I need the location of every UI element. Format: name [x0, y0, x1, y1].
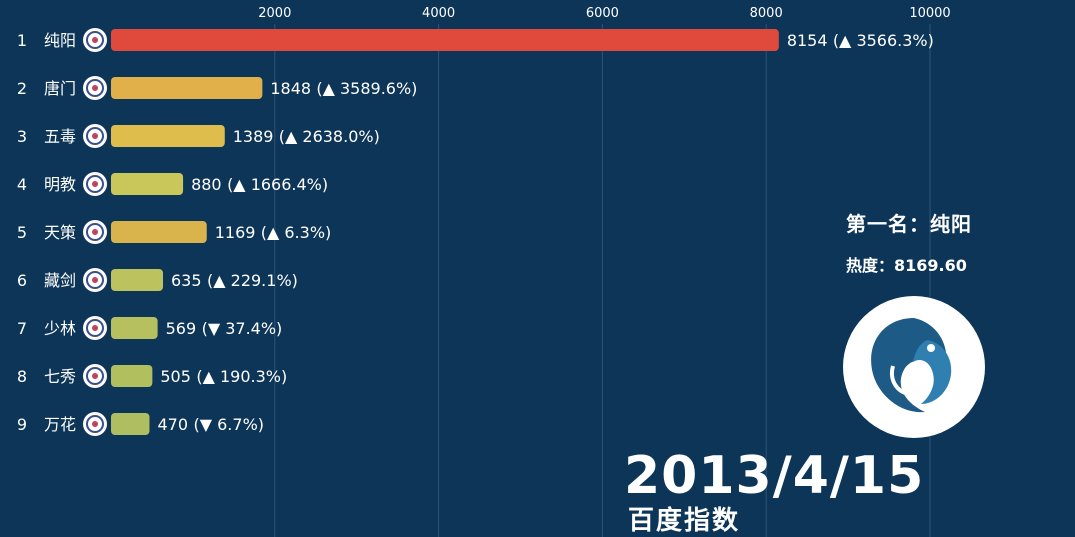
- value-label: 8154: [787, 31, 828, 50]
- bar: [111, 173, 184, 195]
- tiance-emblem-icon: [83, 220, 107, 244]
- bar: [111, 413, 150, 435]
- value-label: 635: [171, 271, 202, 290]
- grid-lines: [274, 24, 931, 537]
- wudu-emblem-icon: [83, 124, 107, 148]
- rank-label: 5: [17, 223, 27, 242]
- value-label: 470: [157, 415, 188, 434]
- change-label: (▲ 6.3%): [261, 223, 332, 242]
- change-label: (▲ 190.3%): [196, 367, 287, 386]
- date-label: 2013/4/15: [624, 446, 925, 506]
- value-label: 880: [191, 175, 222, 194]
- rank-label: 7: [17, 319, 27, 338]
- category-label: 万花: [44, 415, 76, 434]
- rank-label: 3: [17, 127, 27, 146]
- x-tick-label: 6000: [586, 6, 619, 21]
- category-label: 藏剑: [44, 271, 76, 290]
- bar: [111, 269, 164, 291]
- x-tick-label: 4000: [422, 6, 455, 21]
- rank-label: 2: [17, 79, 27, 98]
- change-label: (▼ 37.4%): [202, 319, 283, 338]
- leader-heat: 热度：8169.60: [846, 256, 967, 275]
- change-label: (▼ 6.7%): [193, 415, 264, 434]
- bar: [111, 77, 263, 99]
- bar: [111, 29, 779, 51]
- wanhua-emblem-icon: [83, 412, 107, 436]
- bar: [111, 317, 158, 339]
- bar: [111, 125, 225, 147]
- tangmen-emblem-icon: [83, 76, 107, 100]
- category-label: 五毒: [44, 127, 76, 146]
- value-label: 1169: [215, 223, 256, 242]
- cangjian-emblem-icon: [83, 268, 107, 292]
- qixiu-emblem-icon: [83, 364, 107, 388]
- change-label: (▲ 229.1%): [207, 271, 298, 290]
- x-axis-ticks: 2000 4000 6000 8000 10000: [258, 6, 950, 21]
- leader-title: 第一名：纯阳: [846, 212, 972, 236]
- mingjiao-emblem-icon: [83, 172, 107, 196]
- change-label: (▲ 3589.6%): [316, 79, 417, 98]
- rank-label: 6: [17, 271, 27, 290]
- change-label: (▲ 1666.4%): [227, 175, 328, 194]
- category-label: 少林: [44, 319, 76, 338]
- value-label: 1389: [233, 127, 274, 146]
- shaolin-emblem-icon: [83, 316, 107, 340]
- x-tick-label: 8000: [750, 6, 783, 21]
- value-label: 1848: [270, 79, 311, 98]
- category-label: 明教: [44, 175, 76, 194]
- chunyang-leader-icon: [843, 296, 985, 438]
- value-label: 569: [166, 319, 197, 338]
- bar: [111, 221, 207, 243]
- rank-label: 9: [17, 415, 27, 434]
- bars: 1 纯阳 8154 (▲ 3566.3%) 2 唐门 1848 (▲ 3589.6%) 3 五毒 1…: [17, 28, 934, 436]
- chunyang-emblem-icon: [83, 28, 107, 52]
- change-label: (▲ 2638.0%): [279, 127, 380, 146]
- category-label: 七秀: [44, 367, 76, 386]
- rank-label: 1: [17, 31, 27, 50]
- category-label: 纯阳: [44, 31, 76, 50]
- source-label: 百度指数: [628, 506, 741, 536]
- category-label: 天策: [44, 223, 76, 242]
- category-label: 唐门: [44, 79, 76, 98]
- bar: [111, 365, 153, 387]
- x-tick-label: 10000: [909, 6, 950, 21]
- value-label: 505: [160, 367, 191, 386]
- change-label: (▲ 3566.3%): [833, 31, 934, 50]
- rank-label: 8: [17, 367, 27, 386]
- rank-label: 4: [17, 175, 27, 194]
- x-tick-label: 2000: [258, 6, 291, 21]
